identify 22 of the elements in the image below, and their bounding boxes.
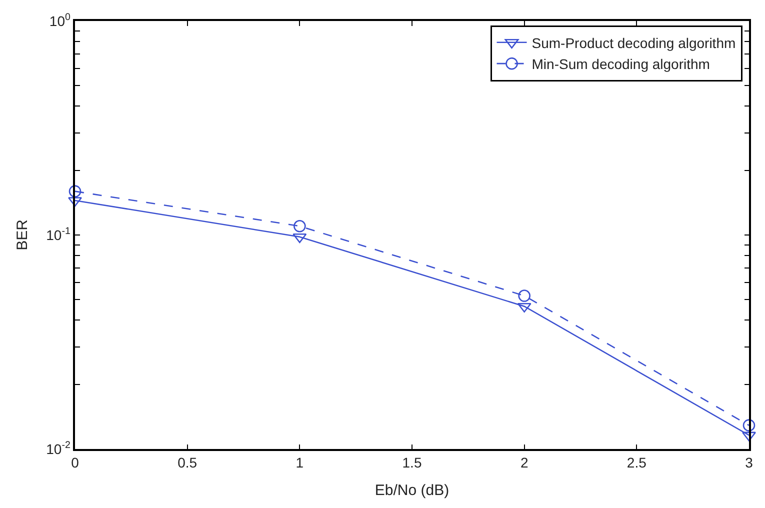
legend-label: Sum-Product decoding algorithm <box>532 34 736 51</box>
x-tick-label: 0.5 <box>178 454 198 471</box>
point <box>742 432 756 442</box>
x-tick-label: 2.5 <box>626 454 647 471</box>
point <box>294 220 306 232</box>
point <box>292 233 307 244</box>
y-tick-label: 10$^{-1}$ <box>46 226 70 243</box>
point <box>68 185 82 198</box>
x-tick-label: 3 <box>745 454 754 471</box>
y-tick-label: 10$^{0}$ <box>49 12 71 29</box>
point <box>517 302 532 313</box>
point <box>518 290 530 302</box>
y-axis-title: BER <box>14 219 31 250</box>
x-tick-label: 0 <box>71 454 80 471</box>
y-tick-label: 10$^{-2}$ <box>46 440 70 457</box>
point <box>742 419 756 432</box>
x-axis-title: Eb/No (dB) <box>374 482 450 500</box>
x-tick-label: 1.5 <box>402 454 422 471</box>
legend-label: Min-Sum decoding algorithm <box>532 56 710 72</box>
point <box>68 197 82 207</box>
x-tick-label: 1 <box>296 454 304 471</box>
x-tick-label: 2 <box>520 454 528 471</box>
